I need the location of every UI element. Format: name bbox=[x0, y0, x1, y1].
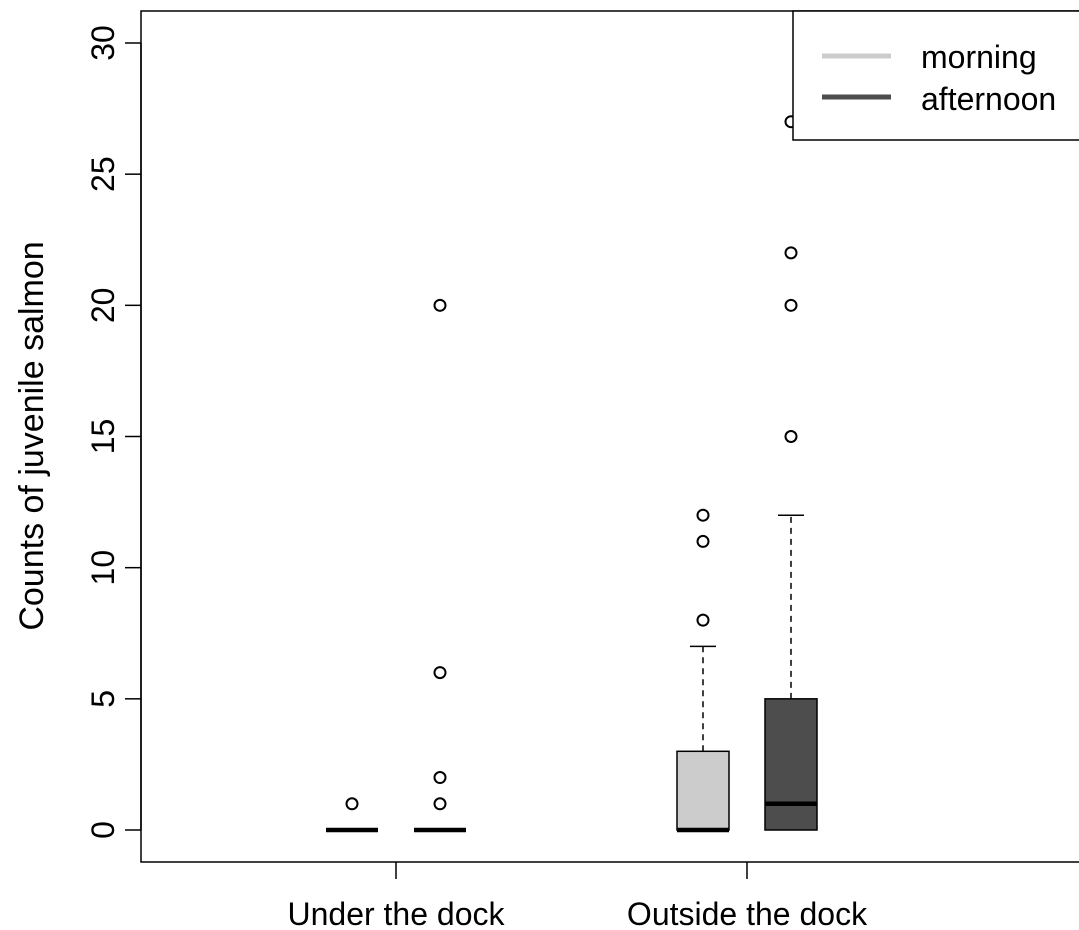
outlier-point bbox=[433, 666, 447, 680]
y-tick-label: 5 bbox=[85, 690, 121, 708]
y-tick-label: 0 bbox=[85, 821, 121, 839]
legend: morning afternoon bbox=[792, 10, 1079, 141]
outlier-point bbox=[784, 298, 798, 312]
outlier-point bbox=[696, 613, 710, 627]
y-tick-label: 30 bbox=[85, 25, 121, 61]
y-tick-label: 10 bbox=[85, 550, 121, 586]
legend-label-morning: morning bbox=[921, 39, 1037, 75]
y-tick-label: 15 bbox=[85, 419, 121, 455]
box-morning-0 bbox=[326, 797, 378, 833]
y-tick-label: 25 bbox=[85, 156, 121, 192]
outlier-point bbox=[345, 797, 359, 811]
x-tick-label: Under the dock bbox=[287, 896, 505, 930]
x-tick-label: Outside the dock bbox=[627, 896, 868, 930]
outlier-point bbox=[433, 298, 447, 312]
box-afternoon-0 bbox=[414, 298, 466, 833]
y-axis-label: Counts of juvenile salmon bbox=[13, 241, 51, 630]
y-axis: 0 5 10 15 20 25 30 bbox=[85, 25, 142, 839]
box-morning-1 bbox=[676, 508, 730, 833]
outlier-point bbox=[696, 508, 710, 522]
outlier-point bbox=[696, 534, 710, 548]
legend-box bbox=[792, 10, 1079, 141]
outlier-point bbox=[784, 246, 798, 260]
box-afternoon-1 bbox=[764, 115, 818, 831]
box-iqr bbox=[676, 750, 730, 831]
box-iqr bbox=[764, 698, 818, 831]
legend-label-afternoon: afternoon bbox=[921, 81, 1056, 117]
y-tick-label: 20 bbox=[85, 288, 121, 324]
x-axis: Under the dock Outside the dock bbox=[287, 862, 868, 930]
outlier-point bbox=[433, 771, 447, 785]
outlier-point bbox=[433, 797, 447, 811]
outlier-point bbox=[784, 430, 798, 443]
boxes-layer bbox=[326, 115, 818, 833]
